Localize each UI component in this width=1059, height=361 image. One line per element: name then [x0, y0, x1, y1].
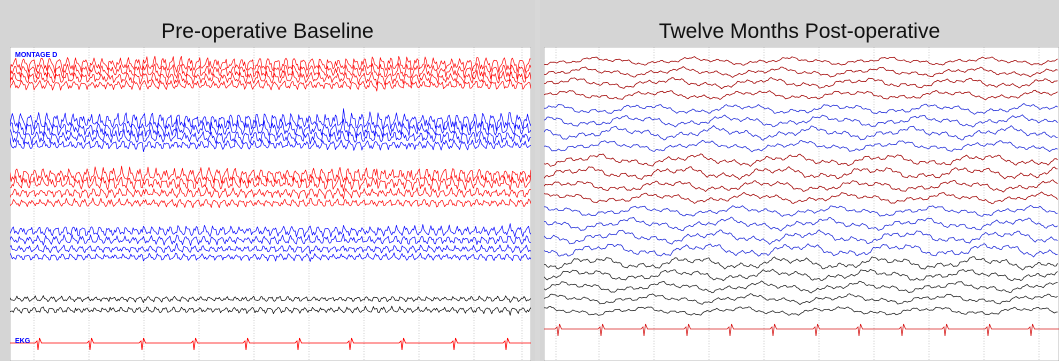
preoperative-eeg-channel-11 [10, 186, 531, 200]
preoperative-eeg-channel-4 [10, 78, 531, 92]
postoperative-eeg-channel-11 [544, 179, 1058, 193]
preoperative-eeg-channel-9 [10, 165, 531, 184]
preoperative-eeg-channel-12 [10, 197, 531, 209]
preoperative-eeg-channel-18 [10, 305, 531, 316]
postoperative-eeg-channel-15 [544, 229, 1058, 245]
postoperative-eeg-channel-10 [544, 166, 1058, 180]
postoperative-eeg-channel-4 [544, 89, 1058, 101]
postoperative-eeg-channel-3 [544, 77, 1058, 90]
postoperative-eeg-channel-21 [544, 306, 1058, 316]
postoperative-eeg-channel-17 [544, 256, 1058, 271]
postoperative-eeg-waveforms [544, 47, 1059, 361]
postoperative-eeg-channel-5 [544, 103, 1058, 115]
postoperative-eeg-channel-14 [544, 216, 1058, 232]
postoperative-ekg-channel [544, 323, 1059, 337]
postoperative-eeg-channel-16 [544, 243, 1058, 258]
preoperative-title: Pre-operative Baseline [161, 20, 374, 43]
preoperative-eeg-channel-15 [10, 242, 531, 255]
postoperative-eeg-channel-8 [544, 139, 1058, 153]
preoperative-eeg-channel-17 [10, 295, 531, 303]
preoperative-eeg-channel-16 [10, 252, 531, 262]
postoperative-eeg-channel-13 [544, 205, 1058, 217]
preoperative-eeg-trace: MONTAGE D EKG [10, 47, 531, 361]
postoperative-eeg-channel-6 [544, 114, 1058, 128]
montage-label: MONTAGE D [15, 52, 58, 59]
preoperative-ekg-channel [10, 337, 531, 351]
preoperative-eeg-channel-10 [10, 175, 531, 192]
preoperative-panel: Pre-operative Baseline MONTAGE D EKG [10, 20, 531, 361]
postoperative-eeg-channel-7 [544, 125, 1058, 141]
preoperative-eeg-channel-3 [10, 69, 531, 86]
postoperative-title: Twelve Months Post-operative [658, 20, 941, 43]
postoperative-eeg-channel-9 [544, 153, 1058, 167]
preoperative-eeg-channel-8 [10, 137, 531, 153]
preoperative-eeg-channel-14 [10, 233, 531, 246]
preoperative-eeg-channel-7 [10, 127, 531, 145]
postoperative-panel: Twelve Months Post-operative [540, 0, 1059, 361]
postoperative-eeg-trace [544, 47, 1059, 361]
ekg-label: EKG [15, 338, 31, 345]
postoperative-eeg-channel-18 [544, 268, 1058, 282]
postoperative-eeg-channel-19 [544, 280, 1058, 294]
preoperative-eeg-channel-6 [10, 118, 531, 139]
postoperative-eeg-channel-20 [544, 293, 1058, 305]
preoperative-eeg-waveforms [10, 47, 531, 361]
preoperative-eeg-channel-2 [10, 62, 531, 81]
preoperative-eeg-channel-1 [10, 55, 531, 74]
postoperative-grid-line-frame [544, 47, 1059, 361]
preoperative-eeg-channel-5 [10, 108, 531, 132]
preoperative-eeg-channel-13 [10, 223, 531, 238]
postoperative-eeg-channel-12 [544, 191, 1058, 205]
postoperative-eeg-channel-1 [544, 56, 1058, 66]
postoperative-eeg-channel-2 [544, 66, 1058, 78]
